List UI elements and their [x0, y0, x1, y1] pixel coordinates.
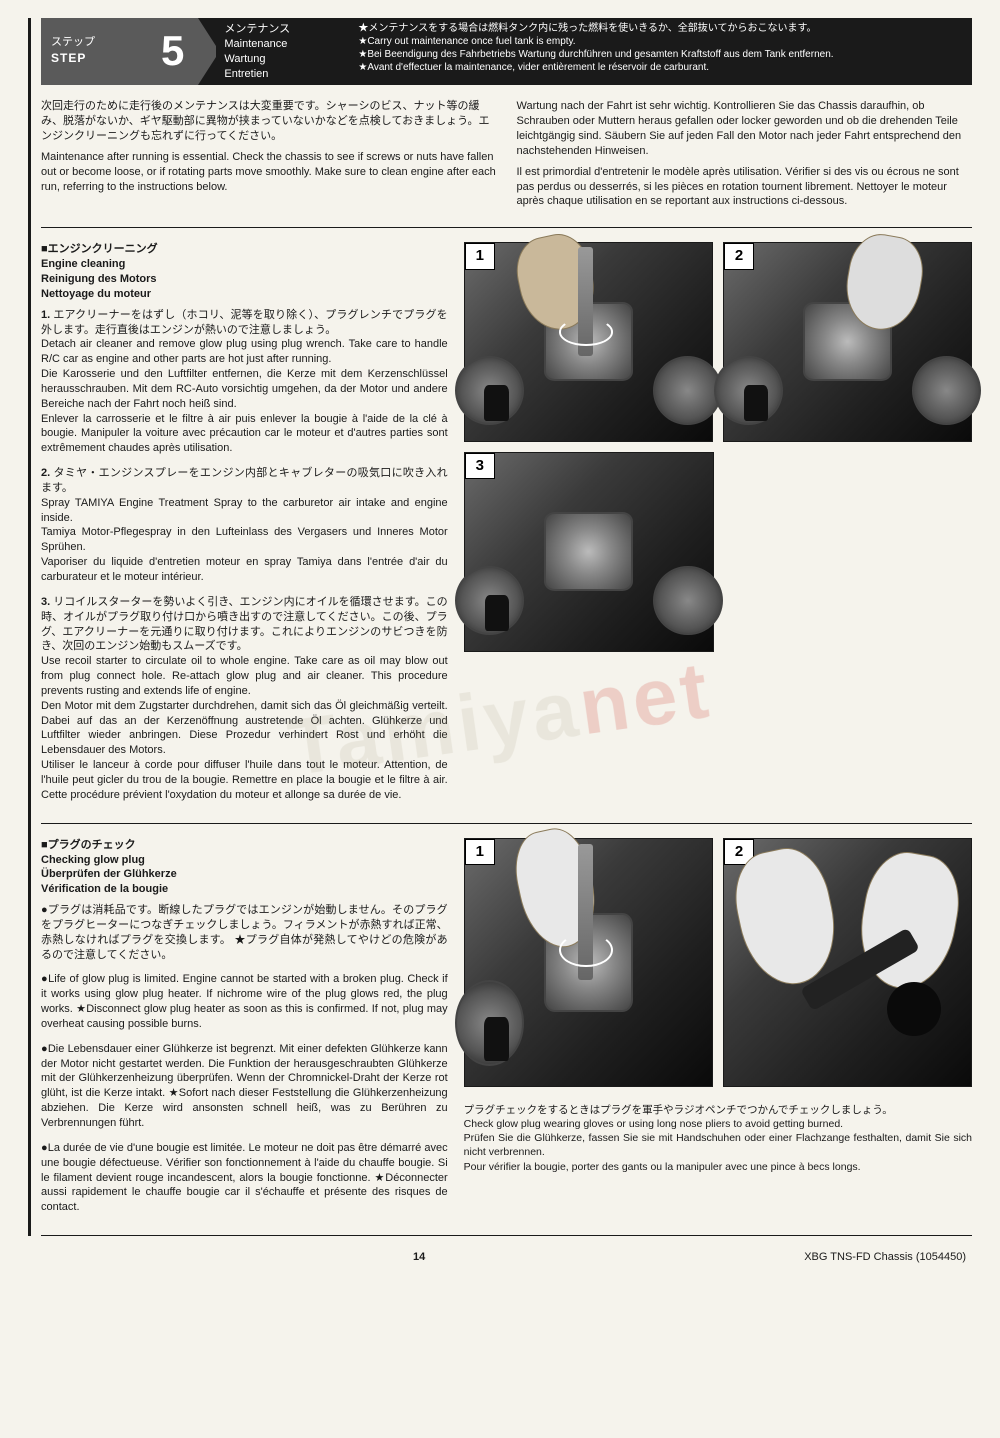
- caption-fr: Pour vérifier la bougie, porter des gant…: [464, 1160, 972, 1174]
- intro-en: Maintenance after running is essential. …: [41, 150, 497, 195]
- bottle-icon: [485, 595, 510, 631]
- note-line: ★Avant d'effectuer la maintenance, vider…: [358, 61, 962, 74]
- step-jp: リコイルスターターを勢いよく引き、エンジン内にオイルを循環させます。この時、オイ…: [41, 596, 448, 653]
- photo-row-1: 1 2: [464, 242, 972, 441]
- intro-block: 次回走行のために走行後のメンテナンスは大変重要です。シャーシのビス、ナット等の緩…: [41, 99, 972, 215]
- step-en: Spray TAMIYA Engine Treatment Spray to t…: [41, 497, 448, 524]
- photo-2: 2: [723, 242, 972, 441]
- title-de: Reinigung des Motors: [41, 272, 448, 287]
- page-content: ステップ STEP 5 メンテナンス Maintenance Wartung E…: [28, 18, 972, 1236]
- step-title-en: Maintenance: [224, 37, 334, 52]
- divider: [41, 1235, 972, 1236]
- footer-right: XBG TNS-FD Chassis (1054450): [804, 1250, 966, 1265]
- title-fr: Nettoyage du moteur: [41, 287, 448, 302]
- step-num: 3.: [41, 596, 50, 608]
- glow-en: ●Life of glow plug is limited. Engine ca…: [41, 972, 448, 1031]
- intro-fr: Il est primordial d'entretenir le modèle…: [517, 165, 973, 210]
- glow-caption: プラグチェックをするときはプラグを軍手やラジオペンチでつかんでチェックしましょう…: [464, 1103, 972, 1174]
- wheel-icon: [653, 566, 722, 635]
- glow-photo-row: 1 2: [464, 838, 972, 1087]
- engine-text-col: ■エンジンクリーニング Engine cleaning Reinigung de…: [41, 242, 448, 812]
- rotate-arrow-icon: [559, 318, 613, 346]
- wheel-icon: [912, 356, 981, 425]
- plug-head-icon: [887, 982, 941, 1036]
- step-label-box: ステップ STEP: [41, 18, 137, 85]
- divider: [41, 227, 972, 228]
- bottle-icon: [484, 1017, 509, 1061]
- step-de: Die Karosserie und den Luftfilter entfer…: [41, 368, 448, 410]
- step-1: 1. エアクリーナーをはずし（ホコリ、泥等を取り除く）、プラグレンチでプラグを外…: [41, 308, 448, 456]
- engine-cleaning-title: ■エンジンクリーニング Engine cleaning Reinigung de…: [41, 242, 448, 301]
- photo-3: 3: [464, 452, 714, 652]
- step-fr: Enlever la carrosserie et le filtre à ai…: [41, 413, 448, 455]
- caption-de: Prüfen Sie die Glühkerze, fassen Sie sie…: [464, 1131, 972, 1159]
- intro-right: Wartung nach der Fahrt ist sehr wichtig.…: [517, 99, 973, 215]
- photo-badge: 3: [465, 453, 495, 479]
- title-en: Checking glow plug: [41, 853, 448, 868]
- step-notes: ★メンテナンスをする場合は燃料タンク内に残った燃料を使いきるか、全部抜いてからお…: [348, 18, 972, 85]
- note-line: ★Carry out maintenance once fuel tank is…: [358, 35, 962, 48]
- caption-jp: プラグチェックをするときはプラグを軍手やラジオペンチでつかんでチェックしましょう…: [464, 1103, 972, 1117]
- caption-en: Check glow plug wearing gloves or using …: [464, 1117, 972, 1131]
- intro-left: 次回走行のために走行後のメンテナンスは大変重要です。シャーシのビス、ナット等の緩…: [41, 99, 497, 215]
- glow-de: ●Die Lebensdauer einer Glühkerze ist beg…: [41, 1042, 448, 1131]
- glow-jp: ●プラグは消耗品です。断線したプラグではエンジンが始動しません。そのプラグをプラ…: [41, 903, 448, 962]
- glow-photo-1: 1: [464, 838, 713, 1087]
- photo-badge: 1: [465, 839, 495, 865]
- photo-row-2: 3: [464, 452, 972, 652]
- engine-cleaning-section: ■エンジンクリーニング Engine cleaning Reinigung de…: [41, 242, 972, 812]
- title-jp: ■エンジンクリーニング: [41, 243, 158, 255]
- page-number: 14: [413, 1250, 425, 1265]
- step-jp: エアクリーナーをはずし（ホコリ、泥等を取り除く）、プラグレンチでプラグを外します…: [41, 309, 448, 336]
- glow-photo-col: 1 2 プラグチェックをするときはプラグを軍手やラジオペンチで: [464, 838, 972, 1225]
- step-titles: メンテナンス Maintenance Wartung Entretien: [198, 18, 348, 85]
- step-label-en: STEP: [51, 50, 127, 66]
- step-de: Den Motor mit dem Zugstarter durchdrehen…: [41, 700, 448, 757]
- photo-badge: 2: [724, 243, 754, 269]
- glow-plug-section: ■プラグのチェック Checking glow plug Überprüfen …: [41, 838, 972, 1225]
- step-num: 2.: [41, 467, 50, 479]
- note-line: ★Bei Beendigung des Fahrbetriebs Wartung…: [358, 48, 962, 61]
- title-jp: ■プラグのチェック: [41, 839, 136, 851]
- bottle-icon: [744, 385, 769, 421]
- step-de: Tamiya Motor-Pflegespray in den Lufteinl…: [41, 526, 448, 553]
- photo-spacer: [724, 452, 972, 652]
- step-num: 1.: [41, 309, 50, 321]
- divider: [41, 823, 972, 824]
- wheel-icon: [653, 356, 722, 425]
- page-footer: 14 XBG TNS-FD Chassis (1054450): [28, 1250, 972, 1265]
- step-fr: Vaporiser du liquide d'entretien moteur …: [41, 556, 448, 583]
- rotate-arrow-icon: [559, 933, 613, 968]
- engine-photo-col: 1 2: [464, 242, 972, 812]
- title-fr: Vérification de la bougie: [41, 882, 448, 897]
- step-jp: タミヤ・エンジンスプレーをエンジン内部とキャブレターの吸気口に吹き入れます。: [41, 467, 448, 494]
- step-number: 5: [137, 18, 198, 85]
- glow-fr: ●La durée de vie d'une bougie est limité…: [41, 1141, 448, 1215]
- glow-plug-title: ■プラグのチェック Checking glow plug Überprüfen …: [41, 838, 448, 897]
- step-title-jp: メンテナンス: [224, 22, 334, 37]
- step-title-fr: Entretien: [224, 67, 334, 82]
- title-de: Überprüfen der Glühkerze: [41, 867, 448, 882]
- step-fr: Utiliser le lanceur à corde pour diffuse…: [41, 759, 448, 801]
- step-label-jp: ステップ: [51, 35, 127, 50]
- title-en: Engine cleaning: [41, 257, 448, 272]
- engine-icon: [544, 512, 633, 591]
- step-header: ステップ STEP 5 メンテナンス Maintenance Wartung E…: [41, 18, 972, 85]
- step-3: 3. リコイルスターターを勢いよく引き、エンジン内にオイルを循環させます。この時…: [41, 595, 448, 803]
- note-line: ★メンテナンスをする場合は燃料タンク内に残った燃料を使いきるか、全部抜いてからお…: [358, 22, 962, 35]
- step-en: Detach air cleaner and remove glow plug …: [41, 338, 448, 365]
- photo-1: 1: [464, 242, 713, 441]
- step-2: 2. タミヤ・エンジンスプレーをエンジン内部とキャブレターの吸気口に吹き入れます…: [41, 466, 448, 585]
- step-en: Use recoil starter to circulate oil to w…: [41, 655, 448, 697]
- glow-photo-2: 2: [723, 838, 972, 1087]
- bottle-icon: [484, 385, 509, 421]
- intro-jp: 次回走行のために走行後のメンテナンスは大変重要です。シャーシのビス、ナット等の緩…: [41, 99, 497, 144]
- intro-de: Wartung nach der Fahrt ist sehr wichtig.…: [517, 99, 973, 158]
- photo-badge: 1: [465, 243, 495, 269]
- glow-text-col: ■プラグのチェック Checking glow plug Überprüfen …: [41, 838, 448, 1225]
- step-title-de: Wartung: [224, 52, 334, 67]
